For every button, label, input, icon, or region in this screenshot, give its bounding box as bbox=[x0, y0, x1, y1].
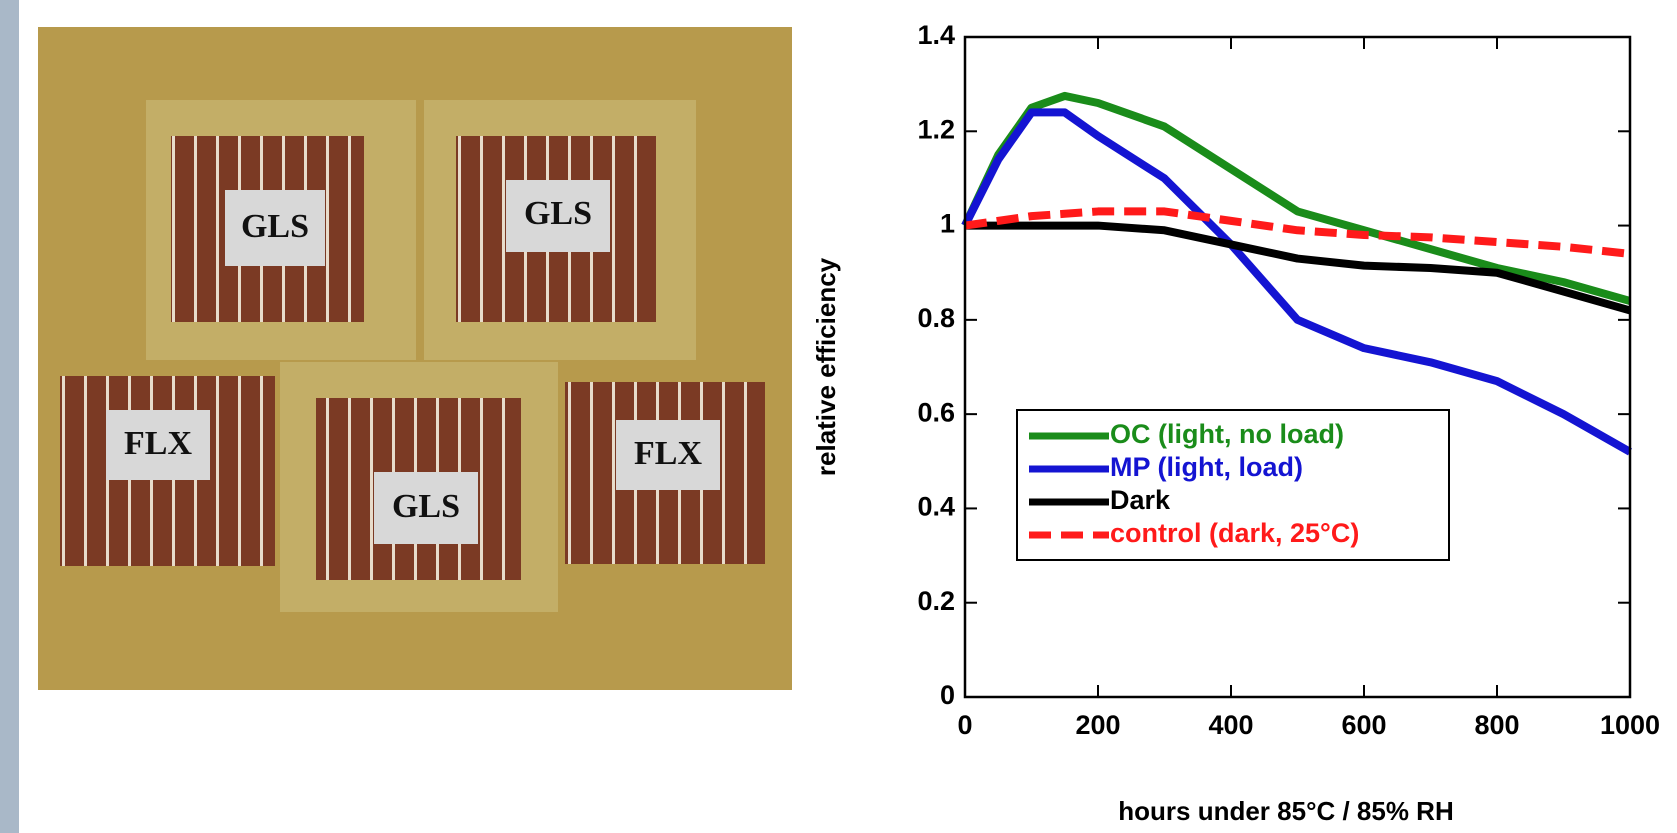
y-tick-label: 0.2 bbox=[917, 586, 955, 616]
photo-label: GLS bbox=[241, 208, 309, 245]
y-tick-label: 0.6 bbox=[917, 397, 955, 427]
legend: OC (light, no load)MP (light, load)Darkc… bbox=[1016, 409, 1450, 561]
photo-label: GLS bbox=[524, 195, 592, 232]
side-strip bbox=[0, 0, 19, 833]
data-line bbox=[961, 91, 1632, 305]
y-tick-label: 1.2 bbox=[917, 114, 955, 144]
x-tick-label: 400 bbox=[1208, 710, 1253, 740]
x-tick-label: 200 bbox=[1075, 710, 1120, 740]
photo: GLS GLS FLX GLS FLX bbox=[38, 27, 792, 690]
legend-label: OC (light, no load) bbox=[1110, 419, 1344, 449]
legend-label: Dark bbox=[1110, 485, 1171, 515]
data-line bbox=[964, 207, 1631, 258]
x-tick-label: 1000 bbox=[1600, 710, 1660, 740]
y-tick-label: 1 bbox=[940, 209, 955, 239]
x-tick-label: 600 bbox=[1341, 710, 1386, 740]
x-tick-label: 800 bbox=[1474, 710, 1519, 740]
y-axis-title: relative efficiency bbox=[811, 257, 841, 476]
plot-frame bbox=[963, 35, 1632, 699]
y-tick-label: 0 bbox=[940, 680, 955, 710]
photo-label: FLX bbox=[634, 435, 702, 472]
y-tick-label: 0.4 bbox=[917, 492, 955, 522]
photo-label: GLS bbox=[392, 488, 460, 525]
legend-label: control (dark, 25°C) bbox=[1110, 518, 1359, 548]
photo-label: FLX bbox=[124, 425, 192, 462]
x-tick-label: 0 bbox=[957, 710, 972, 740]
y-tick-label: 0.8 bbox=[917, 303, 955, 333]
data-line bbox=[965, 221, 1632, 315]
y-tick-label: 1.4 bbox=[917, 20, 955, 50]
legend-label: MP (light, load) bbox=[1110, 452, 1303, 482]
x-axis-title: hours under 85°C / 85% RH bbox=[1118, 796, 1453, 826]
